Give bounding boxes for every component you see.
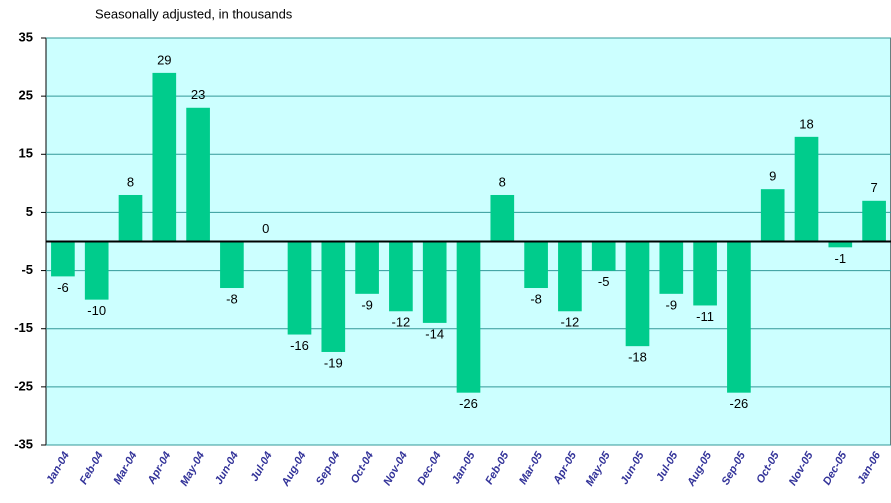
bar	[389, 241, 413, 312]
bar	[321, 241, 346, 352]
y-tick-label: -15	[14, 320, 33, 335]
value-label: -16	[290, 338, 309, 353]
x-tick-label: Jan-06	[855, 449, 883, 486]
bar	[727, 241, 751, 393]
x-tick-label: Feb-05	[483, 449, 512, 486]
x-tick-label: Feb-04	[78, 450, 106, 487]
value-label: -14	[425, 326, 444, 341]
value-label: -19	[324, 355, 343, 370]
y-tick-label: 25	[19, 88, 33, 103]
bar	[287, 241, 312, 335]
y-tick-label: 5	[26, 204, 33, 219]
x-tick-label: Nov-05	[787, 449, 816, 488]
bar	[862, 200, 886, 242]
value-label: 8	[127, 174, 134, 189]
x-tick-label: Dec-04	[415, 450, 443, 487]
value-label: -5	[598, 274, 610, 289]
x-tick-label: May-05	[584, 449, 613, 488]
bar	[186, 107, 210, 242]
bar	[693, 241, 717, 306]
value-label: -26	[459, 396, 478, 411]
bar	[51, 241, 75, 277]
value-label: -12	[561, 315, 580, 330]
value-label: -1	[835, 251, 847, 266]
x-tick-label: Dec-05	[821, 449, 850, 487]
value-label: 8	[499, 174, 506, 189]
bar	[794, 136, 819, 242]
bar	[220, 241, 244, 289]
value-label: -8	[530, 291, 542, 306]
value-label: -9	[361, 297, 373, 312]
value-label: -10	[87, 303, 106, 318]
value-label: 9	[769, 169, 776, 184]
bar	[760, 189, 785, 242]
y-tick-label: 35	[19, 29, 33, 44]
x-tick-label: Apr-04	[145, 450, 173, 487]
y-tick-label: -25	[14, 378, 33, 393]
bar	[524, 241, 548, 289]
value-label: -18	[628, 350, 647, 365]
value-label: 23	[191, 87, 205, 102]
x-tick-label: Mar-05	[517, 449, 546, 486]
x-tick-label: May-04	[178, 450, 207, 488]
x-tick-label: Mar-04	[111, 450, 139, 487]
y-tick-label: -35	[14, 436, 33, 451]
y-tick-label: -5	[21, 262, 33, 277]
x-tick-label: Aug-04	[279, 450, 309, 489]
x-tick-label: Sep-05	[720, 449, 749, 487]
x-tick-label: Oct-04	[349, 450, 377, 486]
x-tick-label: Apr-05	[551, 449, 580, 487]
value-label: -9	[666, 297, 678, 312]
value-label: 18	[799, 116, 813, 131]
bar	[355, 241, 379, 294]
x-tick-label: Oct-05	[754, 449, 782, 485]
bar	[118, 194, 143, 242]
bar	[591, 241, 616, 271]
chart-title: Seasonally adjusted, in thousands	[95, 6, 293, 21]
x-tick-label: Jun-05	[618, 449, 647, 486]
value-label: -26	[730, 396, 749, 411]
x-tick-label: Jul-04	[249, 450, 275, 484]
x-tick-label: Nov-04	[381, 450, 410, 488]
bar	[625, 241, 650, 347]
x-tick-label: Aug-05	[685, 449, 715, 489]
x-tick-label: Jun-04	[213, 450, 241, 487]
bar	[659, 241, 684, 294]
value-label: 7	[870, 180, 877, 195]
value-label: 0	[262, 221, 269, 236]
value-label: -11	[696, 309, 714, 324]
value-label: -8	[226, 291, 238, 306]
bar	[152, 72, 177, 242]
bar	[828, 241, 853, 248]
x-tick-label: Jul-05	[654, 449, 681, 483]
x-tick-label: Sep-04	[314, 450, 342, 487]
bar	[558, 241, 582, 312]
value-label: -12	[392, 315, 411, 330]
bar	[456, 241, 481, 393]
bar	[422, 241, 447, 323]
value-label: -6	[57, 280, 69, 295]
x-tick-label: Jan-04	[44, 450, 72, 486]
bar	[490, 194, 515, 242]
x-tick-label: Jan-05	[450, 449, 478, 486]
bar	[84, 241, 109, 300]
value-label: 29	[157, 52, 171, 67]
y-tick-label: 15	[19, 146, 33, 161]
